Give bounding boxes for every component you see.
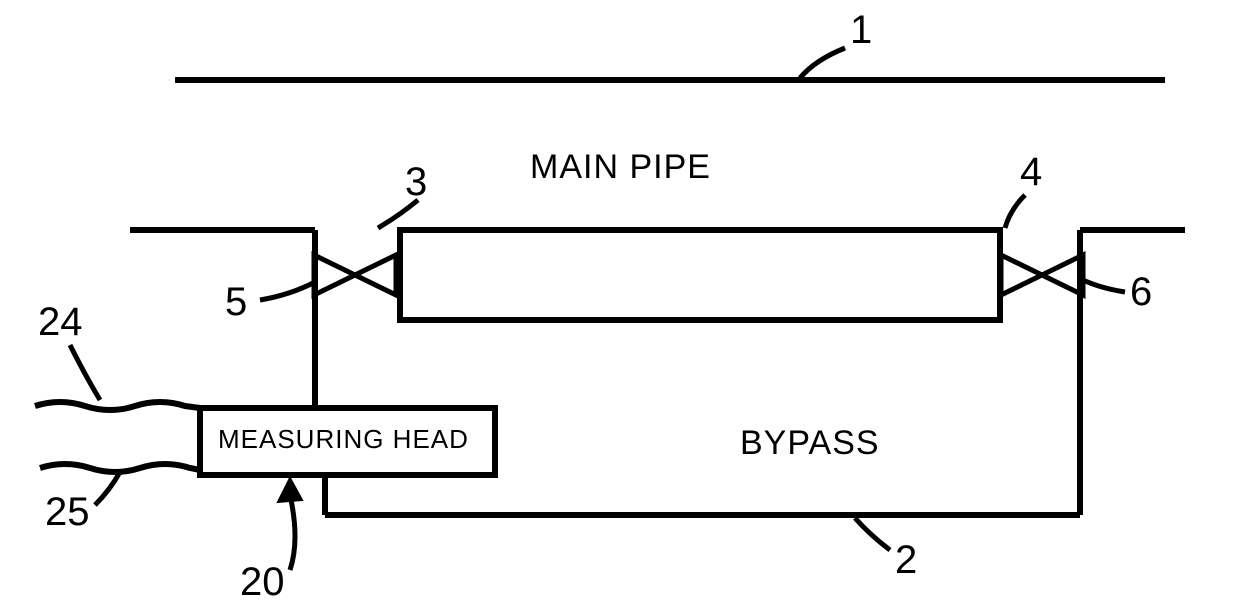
callout-6: 6 [1130, 270, 1152, 315]
callout-20: 20 [240, 560, 285, 605]
leader-6 [1083, 280, 1125, 292]
callout-3: 3 [405, 160, 427, 205]
label-bypass: BYPASS [740, 424, 880, 463]
label-measuring-head: MEASURING HEAD [218, 424, 469, 455]
leader-4 [1005, 195, 1025, 228]
callout-5: 5 [225, 280, 247, 325]
leader-2 [855, 518, 890, 550]
callout-1: 1 [850, 8, 872, 53]
inner-box [400, 230, 1000, 320]
callout-24: 24 [38, 300, 83, 345]
leader-24 [70, 345, 100, 400]
callout-4: 4 [1020, 150, 1042, 195]
cable-bottom [40, 464, 200, 472]
leader-20-arrow [278, 478, 302, 502]
cable-top [35, 402, 200, 410]
diagram-svg [0, 0, 1239, 613]
leader-1 [800, 48, 845, 78]
leader-5 [260, 282, 315, 300]
callout-25: 25 [45, 490, 90, 535]
leader-20 [290, 495, 295, 570]
diagram-canvas: MAIN PIPE MEASURING HEAD BYPASS 1 3 4 5 … [0, 0, 1239, 613]
valve-right [1001, 255, 1083, 295]
callout-2: 2 [895, 538, 917, 583]
label-main-pipe: MAIN PIPE [530, 148, 711, 187]
valve-left [314, 255, 396, 295]
leader-25 [95, 472, 120, 505]
